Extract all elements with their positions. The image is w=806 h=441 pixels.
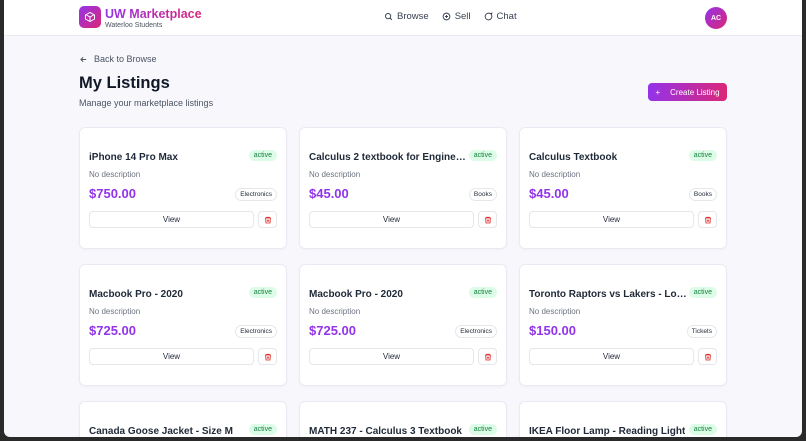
listing-title[interactable]: Calculus 2 textbook for Engineers [309,152,467,163]
listing-title[interactable]: Toronto Raptors vs Lakers - Lower... [529,289,687,300]
trash-icon [704,216,711,223]
listing-card: IKEA Floor Lamp - Reading Light active [519,401,727,437]
trash-icon [484,216,491,223]
top-nav-bar: UW Marketplace Waterloo Students Browse … [4,0,802,36]
listing-title[interactable]: iPhone 14 Pro Max [89,152,178,163]
status-badge: active [248,424,277,435]
create-listing-button[interactable]: + Create Listing [648,83,727,101]
nav-sell-label: Sell [454,11,471,22]
listing-price: $45.00 [529,186,569,201]
category-badge: Books [468,188,497,201]
plus-icon: + [655,87,661,97]
view-button[interactable]: View [309,211,474,228]
listing-title[interactable]: Canada Goose Jacket - Size M [89,426,233,437]
listing-card: MATH 237 - Calculus 3 Textbook active [299,401,507,437]
view-button[interactable]: View [89,211,254,228]
category-badge: Electronics [455,325,497,338]
plus-circle-icon [442,12,451,21]
page-subtitle: Manage your marketplace listings [79,98,214,108]
view-button[interactable]: View [89,348,254,365]
listing-card: Macbook Pro - 2020 active No description… [299,264,507,386]
listing-card: Calculus 2 textbook for Engineers active… [299,127,507,249]
category-badge: Electronics [235,325,277,338]
back-to-browse-link[interactable]: Back to Browse [79,54,157,64]
listing-card: Calculus Textbook active No description … [519,127,727,249]
back-label: Back to Browse [94,54,157,64]
avatar[interactable]: AC [705,7,727,29]
listings-grid: iPhone 14 Pro Max active No description … [79,127,727,437]
nav-browse-label: Browse [397,11,429,22]
page-title: My Listings [79,74,170,92]
listing-price: $45.00 [309,186,349,201]
category-badge: Books [688,188,717,201]
listing-title[interactable]: MATH 237 - Calculus 3 Textbook [309,426,462,437]
brand-subtitle: Waterloo Students [105,22,163,29]
status-badge: active [688,424,717,435]
listing-title[interactable]: IKEA Floor Lamp - Reading Light [529,426,686,437]
chat-icon [484,12,493,21]
listing-price: $150.00 [529,323,576,338]
delete-button[interactable] [478,348,497,365]
trash-icon [484,353,491,360]
delete-button[interactable] [478,211,497,228]
listing-title[interactable]: Macbook Pro - 2020 [89,289,183,300]
listing-card: iPhone 14 Pro Max active No description … [79,127,287,249]
listing-description: No description [309,170,361,179]
delete-button[interactable] [258,211,277,228]
listing-description: No description [529,170,581,179]
package-icon[interactable] [79,6,101,28]
category-badge: Tickets [686,325,717,338]
search-icon [385,13,393,21]
status-badge: active [688,150,717,161]
category-badge: Electronics [235,188,277,201]
trash-icon [264,353,271,360]
nav-browse[interactable]: Browse [384,11,429,22]
nav-chat[interactable]: Chat [484,11,517,22]
listing-card: Macbook Pro - 2020 active No description… [79,264,287,386]
status-badge: active [468,287,497,298]
listing-description: No description [309,307,361,316]
delete-button[interactable] [698,348,717,365]
brand[interactable]: UW Marketplace Waterloo Students [105,7,202,30]
delete-button[interactable] [698,211,717,228]
status-badge: active [468,424,497,435]
view-button[interactable]: View [529,211,694,228]
create-listing-label: Create Listing [670,87,720,97]
listing-price: $725.00 [309,323,356,338]
status-badge: active [248,287,277,298]
app-window: UW Marketplace Waterloo Students Browse … [4,0,802,437]
trash-icon [264,216,271,223]
brand-title: UW Marketplace [105,7,202,21]
nav-chat-label: Chat [496,11,517,22]
listing-price: $725.00 [89,323,136,338]
status-badge: active [248,150,277,161]
delete-button[interactable] [258,348,277,365]
view-button[interactable]: View [529,348,694,365]
listing-price: $750.00 [89,186,136,201]
status-badge: active [468,150,497,161]
nav-sell[interactable]: Sell [442,11,471,22]
trash-icon [704,353,711,360]
arrow-left-icon [80,56,87,62]
listing-description: No description [89,307,141,316]
listing-title[interactable]: Calculus Textbook [529,152,618,163]
main-nav: Browse Sell Chat [384,11,517,22]
status-badge: active [688,287,717,298]
listing-card: Canada Goose Jacket - Size M active [79,401,287,437]
view-button[interactable]: View [309,348,474,365]
listing-title[interactable]: Macbook Pro - 2020 [309,289,403,300]
listing-description: No description [89,170,141,179]
listing-description: No description [529,307,581,316]
listing-card: Toronto Raptors vs Lakers - Lower... act… [519,264,727,386]
